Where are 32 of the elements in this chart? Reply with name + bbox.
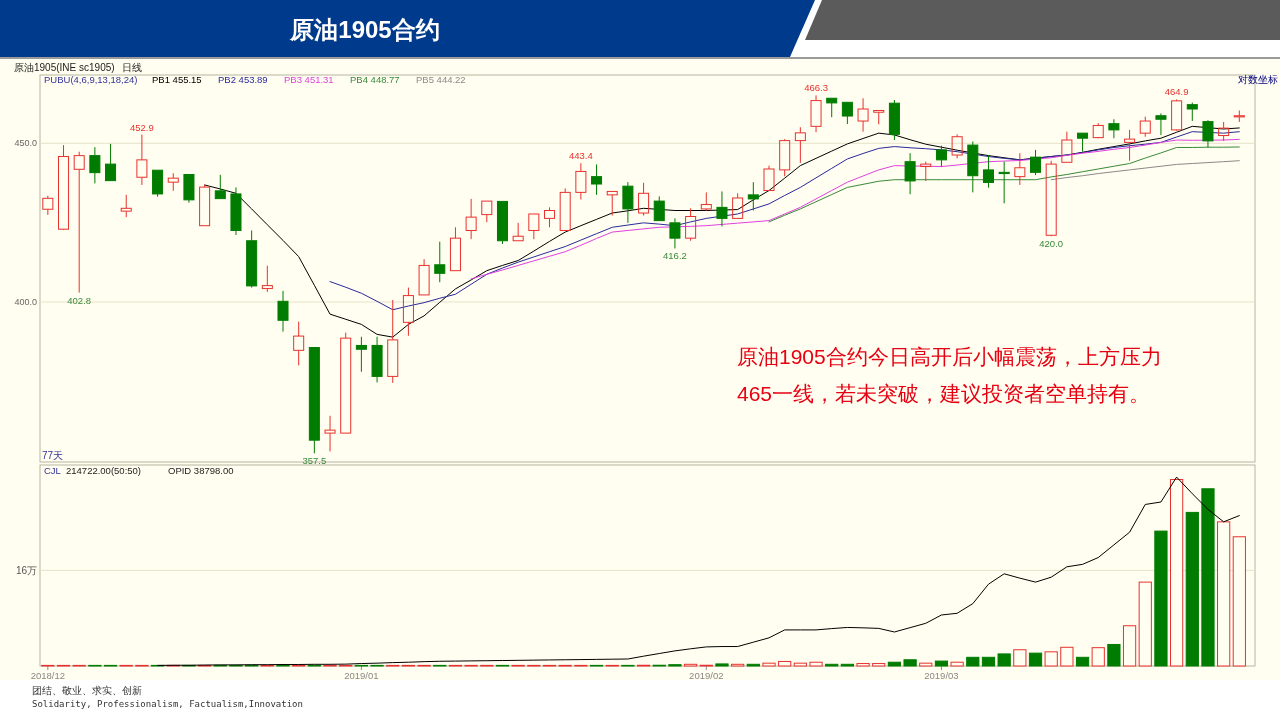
annotation: 420.0 <box>1039 238 1064 250</box>
ref-line-label: 16万 <box>15 565 37 577</box>
y-tick-label: 400.0 <box>14 296 37 307</box>
text: 日线 <box>122 62 142 73</box>
x-tick-label: 2019/03 <box>924 670 959 681</box>
text: PB1 455.15 <box>152 74 202 85</box>
annotation: 原油1905合约今日高开后小幅震荡，上方压力465一线，若未突破，建议投资者空单持有。 <box>737 344 1163 407</box>
annotation: 466.3 <box>804 82 828 94</box>
annotation: 357.5 <box>302 455 327 467</box>
text: 214722.00(50:50) <box>66 465 142 476</box>
text: Solidarity, Professionalism, Factualism,Innovation <box>32 699 303 709</box>
text: CJL <box>44 465 61 476</box>
y-tick-label: 450.0 <box>14 138 37 149</box>
annotation: 443.4 <box>568 150 593 162</box>
annotation: 402.8 <box>67 294 92 306</box>
annotation: 77天 <box>42 450 64 461</box>
text: PB4 448.77 <box>350 74 400 85</box>
x-tick-label: 2019/02 <box>689 670 724 681</box>
text: 原油1905(INE sc1905) <box>14 62 115 73</box>
annotation: 452.9 <box>130 121 154 133</box>
chart-title: 原油1905合约 <box>289 16 440 43</box>
annotation: 对数坐标 <box>1238 74 1278 85</box>
text: PB3 451.31 <box>284 74 334 85</box>
annotation: 464.9 <box>1164 86 1189 98</box>
text: 团结、敬业、求实、创新 <box>32 685 142 696</box>
x-tick-label: 2019/01 <box>344 670 379 681</box>
text: PB2 453.89 <box>218 74 268 85</box>
annotation: PUBU(4,6,9,13,18,24) <box>44 74 138 85</box>
text: OPID 38798.00 <box>168 465 234 476</box>
annotation: 416.2 <box>663 250 687 262</box>
x-tick-label: 2018/12 <box>30 670 66 681</box>
text: PB5 444.22 <box>416 74 466 85</box>
